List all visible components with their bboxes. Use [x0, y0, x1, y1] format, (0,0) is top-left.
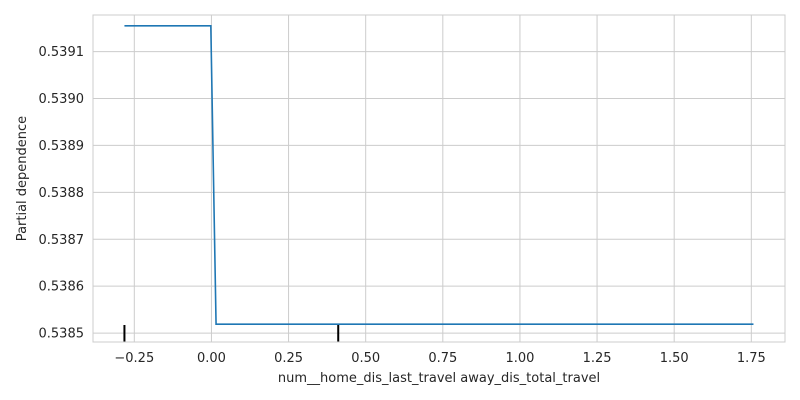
x-tick-label: 1.00 [505, 351, 534, 366]
x-tick-label: 0.50 [351, 351, 380, 366]
grid [93, 15, 785, 342]
y-axis-label: Partial dependence [15, 116, 30, 241]
y-tick-label: 0.5387 [39, 233, 85, 248]
x-tick-label: 1.50 [660, 351, 689, 366]
y-tick-label: 0.5389 [39, 139, 85, 154]
y-tick-label: 0.5385 [39, 327, 85, 342]
y-tick-label: 0.5390 [39, 92, 85, 107]
x-tick-label: 1.75 [737, 351, 766, 366]
x-tick-label: −0.25 [114, 351, 154, 366]
x-axis-label: num__home_dis_last_travel away_dis_total… [278, 371, 600, 386]
x-tick-label: 0.75 [428, 351, 457, 366]
y-tick-labels: 0.5385 0.5386 0.5387 0.5388 0.5389 0.5390 0.53… [39, 45, 85, 341]
partial-dependence-line [124, 24, 754, 325]
x-tick-labels: −0.25 0.00 0.25 0.50 0.75 1.00 1.25 1.50 1.75 [114, 351, 765, 366]
y-tick-label: 0.5391 [39, 45, 85, 60]
y-tick-label: 0.5386 [39, 280, 85, 295]
x-tick-label: 0.25 [274, 351, 303, 366]
series-layer [124, 24, 754, 325]
y-tick-label: 0.5388 [39, 186, 85, 201]
rug-layer [123, 325, 340, 342]
x-tick-label: 1.25 [583, 351, 612, 366]
plot-frame [92, 14, 786, 343]
x-tick-label: 0.00 [197, 351, 226, 366]
